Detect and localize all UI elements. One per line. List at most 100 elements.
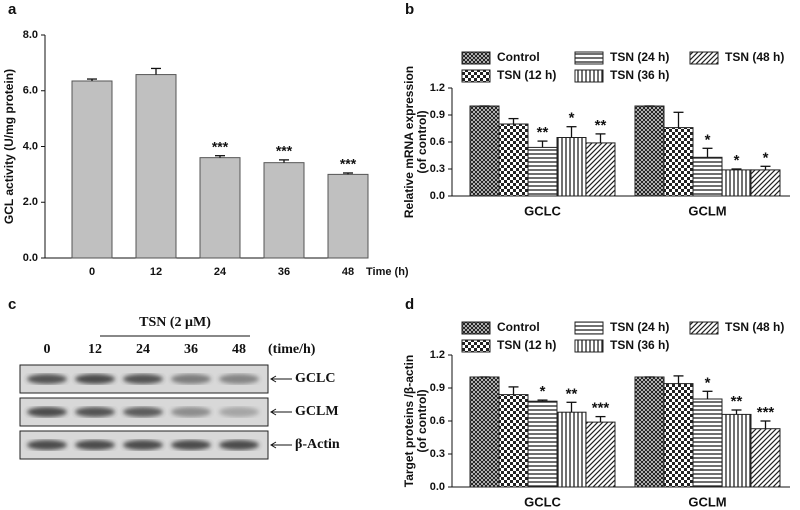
bar <box>663 383 694 488</box>
legend-swatch <box>574 69 604 83</box>
bar <box>199 157 241 259</box>
band <box>171 407 211 417</box>
y-tick-label: 0.0 <box>430 190 445 202</box>
legend-swatch <box>461 69 491 83</box>
band <box>123 407 163 417</box>
row-label: GCLC <box>295 371 335 386</box>
legend-swatch <box>574 339 604 353</box>
bar <box>556 411 587 488</box>
bar <box>634 105 665 197</box>
y-tick-label: 1.2 <box>430 349 445 361</box>
arrow <box>270 375 292 383</box>
x-tick-label: GCLM <box>688 203 726 218</box>
significance: * <box>540 383 546 400</box>
lane-label: 24 <box>136 342 150 357</box>
band <box>75 440 115 450</box>
legend-label: Control <box>497 320 540 334</box>
bar <box>469 376 500 488</box>
arrow <box>270 408 292 416</box>
bar <box>263 162 305 259</box>
lane-label: 48 <box>232 342 246 357</box>
x-tick-label: 0 <box>89 266 95 278</box>
y-axis-label: Target proteins /β-actin <box>402 355 416 487</box>
y-tick-label: 0.9 <box>430 109 445 121</box>
panel-label: d <box>405 296 414 313</box>
significance: *** <box>276 143 293 159</box>
bar <box>498 123 529 197</box>
x-tick-label: 12 <box>150 266 162 278</box>
y-axis-label: (of control) <box>415 110 429 173</box>
bar <box>498 394 529 488</box>
lane-label: 12 <box>88 342 102 357</box>
x-axis-label: Time (h) <box>366 266 409 278</box>
y-tick-label: 0.9 <box>430 382 445 394</box>
significance: * <box>763 149 769 166</box>
significance: * <box>569 110 575 127</box>
significance: ** <box>731 393 743 410</box>
y-tick-label: 0.0 <box>430 481 445 493</box>
band <box>75 407 115 417</box>
arrow <box>270 441 292 449</box>
bar <box>750 169 781 197</box>
legend-swatch <box>461 321 491 335</box>
band <box>75 374 115 384</box>
band <box>123 440 163 450</box>
y-tick-label: 1.2 <box>430 82 445 94</box>
y-tick-label: 4.0 <box>23 140 38 152</box>
band <box>27 407 67 417</box>
legend-swatch <box>461 339 491 353</box>
bar <box>585 142 616 197</box>
y-tick-label: 0.0 <box>23 252 38 264</box>
bar <box>71 80 113 259</box>
band <box>219 407 259 417</box>
legend-swatch <box>461 51 491 65</box>
band <box>27 440 67 450</box>
lane-label: 36 <box>184 342 198 357</box>
band <box>219 374 259 384</box>
bar <box>721 169 752 197</box>
legend-label: Control <box>497 50 540 64</box>
significance: * <box>734 152 740 169</box>
significance: *** <box>212 138 229 154</box>
band <box>171 440 211 450</box>
significance: ** <box>566 385 578 402</box>
x-tick-label: 36 <box>278 266 290 278</box>
legend-swatch <box>574 321 604 335</box>
significance: *** <box>757 404 775 421</box>
significance: * <box>705 374 711 391</box>
bar <box>692 398 723 488</box>
panel-label: c <box>8 296 16 313</box>
bar <box>721 413 752 488</box>
bar <box>527 400 558 488</box>
legend-label: TSN (36 h) <box>610 68 669 82</box>
bar <box>663 127 694 197</box>
legend-label: TSN (24 h) <box>610 320 669 334</box>
band <box>27 374 67 384</box>
y-tick-label: 8.0 <box>23 29 38 41</box>
y-axis-label: Relative mRNA expression <box>402 66 416 218</box>
x-tick-label: GCLM <box>688 494 726 509</box>
legend-label: TSN (24 h) <box>610 50 669 64</box>
significance: ** <box>595 117 607 134</box>
bar <box>527 146 558 197</box>
significance: *** <box>340 156 357 172</box>
legend-swatch <box>689 321 719 335</box>
x-tick-label: GCLC <box>524 203 561 218</box>
significance: * <box>705 131 711 148</box>
band <box>171 374 211 384</box>
row-label: β-Actin <box>295 437 340 452</box>
legend-swatch <box>689 51 719 65</box>
panel-label: b <box>405 1 414 18</box>
panel-label: a <box>8 1 17 18</box>
bar <box>135 74 177 259</box>
legend-label: TSN (12 h) <box>497 338 556 352</box>
treatment-label: TSN (2 μM) <box>139 315 211 330</box>
y-axis-label: (of control) <box>415 389 429 452</box>
bar <box>692 156 723 197</box>
x-tick-label: 24 <box>214 266 227 278</box>
legend-label: TSN (36 h) <box>610 338 669 352</box>
bar <box>634 376 665 488</box>
legend-swatch <box>574 51 604 65</box>
lane-unit: (time/h) <box>268 342 316 357</box>
